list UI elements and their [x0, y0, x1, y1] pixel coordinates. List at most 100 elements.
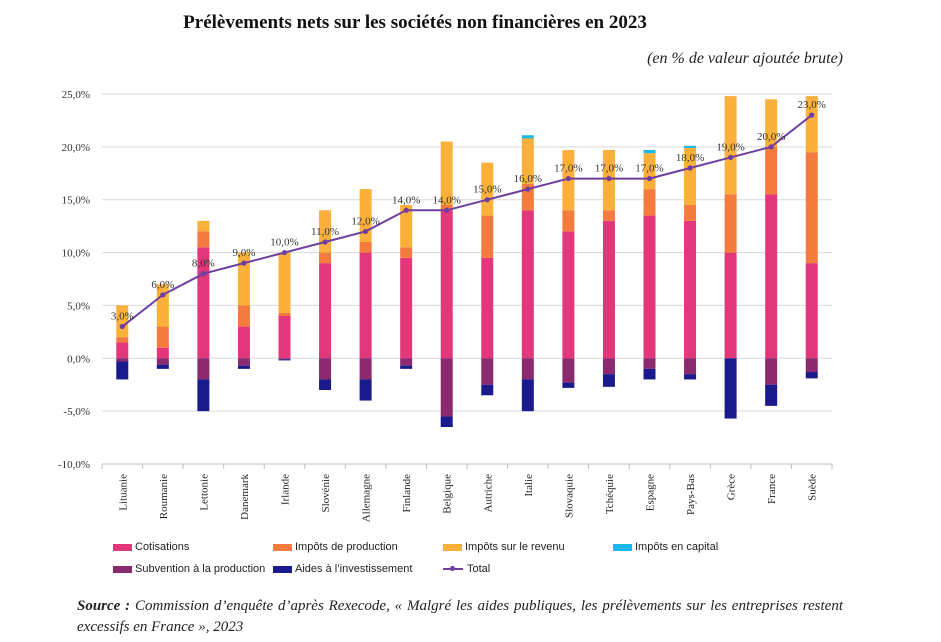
- x-tick-label: Italie: [523, 474, 535, 497]
- bar-segment: [521, 135, 534, 139]
- total-point: [241, 260, 247, 266]
- bar-segment: [400, 365, 413, 369]
- bar-segment: [684, 145, 697, 148]
- bar-segment: [359, 242, 372, 253]
- bar-segment: [278, 252, 291, 313]
- y-tick-label: 10,0%: [62, 248, 90, 260]
- bar-segment: [197, 231, 210, 248]
- bar-segment: [400, 247, 413, 258]
- bar-segment: [805, 372, 818, 379]
- chart-title: Prélèvements nets sur les sociétés non f…: [183, 12, 647, 33]
- bar-segment: [481, 215, 494, 258]
- bar-segment: [197, 358, 210, 380]
- bar-segment: [440, 358, 453, 417]
- total-data-label: 14,0%: [392, 194, 420, 206]
- bar-segment: [116, 337, 129, 343]
- x-tick-label: Grèce: [726, 474, 738, 500]
- total-point: [768, 144, 774, 150]
- bar-segment: [400, 205, 413, 248]
- total-data-label: 6,0%: [151, 279, 174, 291]
- legend-line-marker: [443, 566, 463, 571]
- x-axis: Lituanie Roumanie Lettonie Danemark Irlande S…: [101, 463, 833, 522]
- total-point: [363, 228, 369, 235]
- x-tick-label: Slovénie: [320, 474, 332, 513]
- total-line: 3,0% 6,0% 8,0% 9,0% 10,0% 11,0% 12,0% 14,0% 14,0…: [111, 99, 826, 330]
- y-tick-label: 0,0%: [67, 353, 90, 365]
- total-data-label: 23,0%: [798, 99, 826, 111]
- total-data-label: 17,0%: [635, 163, 663, 175]
- total-series-line: [121, 114, 813, 328]
- bar-segment: [724, 194, 737, 253]
- total-data-label: 8,0%: [192, 258, 215, 270]
- total-point: [119, 323, 125, 330]
- y-axis: -10,0% -5,0% 0,0% 5,0% 10,0% 15,0% 20,0% 25,0%: [58, 89, 90, 471]
- bar-segment: [359, 379, 372, 401]
- x-tick-label: Autriche: [482, 474, 494, 513]
- total-point: [565, 175, 571, 182]
- legend-item-total: Total: [443, 563, 490, 575]
- y-tick-label: 15,0%: [62, 195, 90, 207]
- bar-segment: [237, 358, 250, 366]
- bar-segment: [116, 358, 129, 362]
- total-data-label: 17,0%: [595, 163, 623, 175]
- y-tick-label: -10,0%: [58, 459, 90, 471]
- x-tick-label: Suède: [807, 474, 819, 501]
- bar-segment: [156, 284, 169, 327]
- bar-segment: [765, 358, 778, 385]
- total-data-label: 16,0%: [514, 173, 542, 185]
- total-point: [646, 175, 653, 182]
- bar-segment: [562, 358, 575, 383]
- bar-segment: [440, 416, 453, 427]
- bar-segment: [278, 316, 291, 359]
- legend-label: Impôts de production: [295, 541, 398, 553]
- legend-item: Cotisations: [113, 541, 189, 553]
- bar-segment: [237, 326, 250, 359]
- total-data-label: 10,0%: [270, 237, 298, 249]
- total-point: [728, 154, 734, 161]
- bar-segment: [643, 153, 656, 190]
- bar-segment: [602, 220, 615, 359]
- bar-segment: [765, 146, 778, 195]
- bar-segment: [481, 384, 494, 396]
- total-data-label: 14,0%: [433, 194, 461, 206]
- total-point: [687, 165, 693, 171]
- y-tick-label: 5,0%: [67, 300, 90, 312]
- bar-segment: [684, 358, 697, 375]
- bar-segment: [440, 205, 453, 211]
- bar-segment: [521, 358, 534, 380]
- bar-segment: [156, 347, 169, 359]
- total-data-label: 19,0%: [716, 141, 744, 153]
- legend-label: Aides à l’investissement: [295, 563, 413, 575]
- legend-label: Impôts sur le revenu: [465, 541, 565, 553]
- x-tick-label: Belgique: [442, 474, 454, 514]
- bar-segment: [116, 305, 129, 338]
- bar-segment: [602, 374, 615, 387]
- legend-swatch: [113, 543, 132, 551]
- bars: [116, 96, 818, 427]
- bar-segment: [481, 162, 494, 216]
- bar-segment: [237, 305, 250, 327]
- bar-segment: [319, 379, 332, 390]
- bar-segment: [765, 99, 778, 147]
- bar-segment: [278, 358, 291, 360]
- x-tick-label: Finlande: [401, 474, 413, 513]
- bar-segment: [562, 382, 575, 388]
- bar-segment: [197, 379, 210, 412]
- bar-segment: [684, 147, 697, 205]
- legend-swatch: [273, 565, 292, 573]
- x-tick-label: Espagne: [645, 474, 657, 511]
- total-point: [606, 175, 612, 182]
- bar-segment: [481, 358, 494, 385]
- legend-label: Subvention à la production: [135, 563, 266, 575]
- x-tick-label: Danemark: [239, 474, 251, 520]
- bar-segment: [319, 358, 332, 380]
- legend-swatch: [613, 543, 632, 551]
- total-point: [160, 292, 166, 298]
- bar-segment: [319, 263, 332, 359]
- bar-segment: [684, 220, 697, 359]
- bar-segment: [440, 210, 453, 359]
- bar-segment: [684, 374, 697, 380]
- total-point: [809, 112, 815, 118]
- total-point: [322, 239, 328, 245]
- bar-segment: [724, 96, 737, 195]
